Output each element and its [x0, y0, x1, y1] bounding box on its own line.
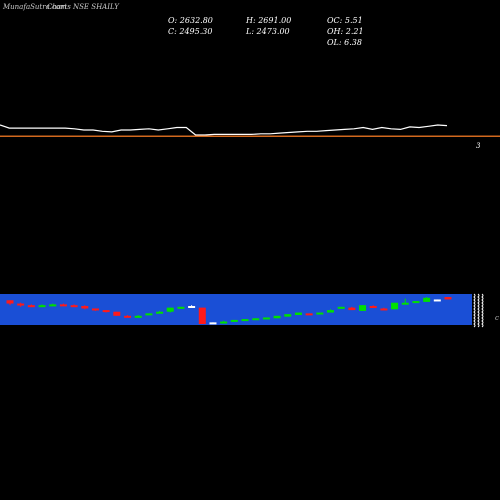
price-panel: [0, 124, 500, 137]
candle-body: [262, 317, 270, 320]
candle-body: [6, 300, 14, 304]
scale-mark: [477, 293, 480, 328]
candle-body: [220, 321, 228, 324]
candle-body: [444, 297, 452, 300]
price-axis-label: 3: [476, 142, 481, 150]
ohlc-low: L: 2473.00: [246, 27, 290, 36]
candle-body: [294, 312, 302, 315]
chart-title: Charts NSE SHAILY: [47, 3, 119, 11]
candle-body: [70, 305, 78, 308]
candle-body: [326, 310, 334, 313]
candle-body: [124, 315, 132, 318]
candle-body: [433, 299, 441, 302]
ohlc-ol: OL: 6.38: [327, 38, 362, 47]
scale-mark: [473, 293, 476, 328]
candle-body: [252, 318, 260, 321]
candle-body: [337, 306, 345, 309]
candle-body: [316, 312, 324, 315]
candle-panel-background: [0, 294, 472, 325]
candle-body: [49, 304, 57, 307]
ohlc-close: C: 2495.30: [168, 27, 213, 36]
candle-body: [423, 297, 431, 302]
candle-body: [348, 307, 356, 311]
candle-body: [134, 315, 142, 318]
ohlc-oh: OH: 2.21: [327, 27, 364, 36]
price-line: [0, 124, 448, 136]
candle-body: [273, 315, 281, 319]
candle-body: [198, 307, 206, 324]
candle-body: [113, 311, 121, 316]
candle-panel: [0, 293, 484, 328]
candle-body: [17, 303, 25, 306]
candle-body: [27, 305, 35, 308]
candle-body: [241, 319, 249, 322]
candle-body: [156, 311, 164, 314]
candle-body: [59, 304, 67, 307]
candle-body: [166, 307, 174, 312]
candle-body: [81, 306, 89, 309]
ohlc-open: O: 2632.80: [168, 16, 213, 25]
candle-body: [380, 308, 388, 311]
candle-body: [284, 314, 292, 317]
ohlc-high: H: 2691.00: [246, 16, 292, 25]
candle-body: [38, 305, 46, 308]
candle-body: [369, 306, 377, 308]
candle-body: [145, 313, 153, 316]
ohlc-oc: OC: 5.51: [327, 16, 363, 25]
candle-body: [177, 306, 185, 309]
candle-body: [359, 305, 367, 311]
volume-axis-label: c: [495, 314, 499, 322]
chart-source: MunafaSutra.com: [3, 3, 67, 11]
candle-body: [102, 310, 110, 313]
candle-body: [391, 302, 399, 310]
candle-body: [209, 322, 217, 325]
scale-mark: [481, 293, 484, 328]
candle-body: [91, 308, 99, 311]
candle-body: [401, 302, 409, 305]
candle-body: [188, 306, 196, 308]
candle-body: [305, 313, 313, 316]
candle-body: [230, 319, 238, 322]
candle-body: [412, 301, 420, 304]
